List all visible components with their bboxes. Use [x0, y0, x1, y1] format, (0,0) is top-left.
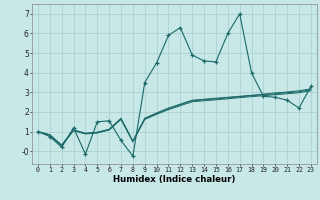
- X-axis label: Humidex (Indice chaleur): Humidex (Indice chaleur): [113, 175, 236, 184]
